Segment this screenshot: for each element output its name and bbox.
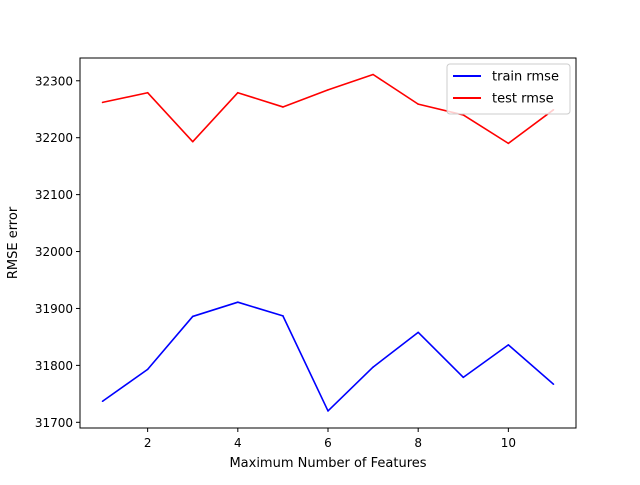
x-tick-label: 6 [324,436,332,450]
y-tick-label: 32000 [35,245,73,259]
data-point-test [507,142,510,145]
y-tick-label: 32100 [35,188,73,202]
data-point-train [552,383,555,385]
x-tick-label: 10 [501,436,516,450]
data-point-test [462,114,465,116]
data-point-train [237,301,239,304]
y-tick-label: 31900 [35,302,73,316]
y-tick-label: 31800 [35,359,73,373]
x-tick-layer: 2 4 6 8 10 [144,428,516,450]
data-point-train [282,315,284,317]
data-point-test [237,91,239,94]
data-point-train [146,368,149,371]
y-tick-layer: 31700 31800 31900 32000 32100 32200 32300 [35,74,80,430]
x-axis-label: Maximum Number of Features [229,456,426,471]
y-tick-label: 31700 [35,416,73,430]
data-point-test [282,106,284,108]
legend: train rmse test rmse [446,63,571,115]
y-tick-label: 32200 [35,131,73,145]
x-tick-label: 8 [414,436,422,450]
legend-label-test: test rmse [492,92,554,107]
data-point-train [372,366,374,368]
legend-label-train: train rmse [492,70,559,85]
data-point-test [417,103,419,105]
data-point-test [372,73,374,76]
data-point-train [462,376,465,379]
series-layer [101,73,555,412]
data-point-train [417,331,419,334]
y-tick-label: 32300 [35,74,73,88]
data-point-train [191,315,194,318]
data-point-train [101,400,104,403]
data-point-test [101,101,104,104]
x-tick-label: 4 [234,436,242,450]
data-point-test [327,89,329,91]
y-axis-label: RMSE error [6,206,21,279]
data-point-test [191,140,194,143]
data-point-test [146,91,149,94]
data-point-train [507,344,510,346]
x-tick-label: 2 [144,436,152,450]
data-point-train [327,410,329,412]
